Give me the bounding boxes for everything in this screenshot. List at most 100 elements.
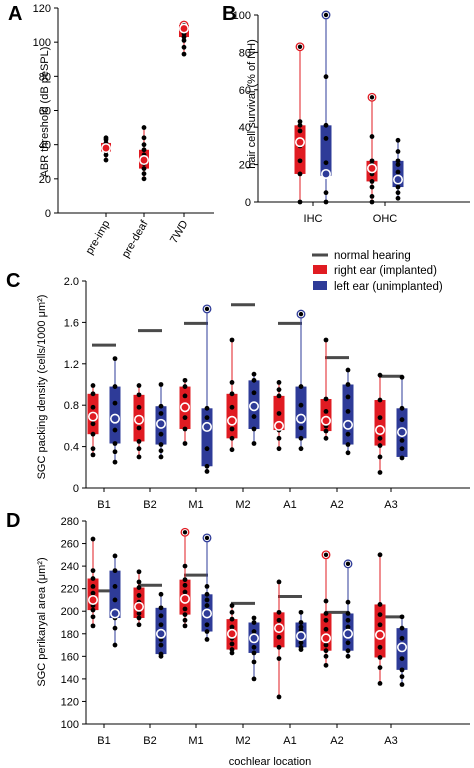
box-left-OHC-point	[395, 190, 401, 196]
box-right-M1-point	[182, 612, 188, 618]
box-left-A2-point	[345, 648, 351, 654]
box-left-B2-point	[158, 431, 164, 437]
box-right-pre-imp-point	[103, 135, 109, 141]
box-right-IHC-point	[297, 119, 303, 124]
box-left-B2-median	[156, 628, 167, 639]
box-left-B1-point	[112, 459, 118, 465]
panel-c-ytick-label: 2.0	[64, 276, 79, 288]
box-right-pre-deaf-point	[141, 135, 147, 141]
box-right-A1-point	[276, 446, 282, 452]
box-left-A1-point	[298, 402, 304, 408]
box-left-A2-point	[345, 640, 351, 646]
box-right-IHC	[294, 125, 306, 174]
box-left-M1-point	[204, 405, 210, 411]
box-right-pre-deaf-point	[141, 166, 147, 171]
box-left-A2-point	[345, 624, 351, 630]
box-left-M2-median	[249, 401, 260, 412]
box-right-7WD-point	[181, 38, 187, 43]
box-right-A2-point	[323, 598, 329, 604]
box-right-A1-point	[276, 411, 282, 416]
box-left-A1-point	[298, 624, 304, 630]
panel-a-chart: 0 20 40 60 80 100 120 pre-imp pre-deaf 7WD	[33, 3, 214, 260]
box-right-OHC-point	[369, 158, 375, 164]
panel-b-xtick-label: IHC	[304, 213, 323, 225]
box-right-A1-point	[276, 393, 282, 399]
box-right-B1-median	[88, 594, 99, 605]
box-right-M2-point	[229, 404, 235, 410]
panel-b-ytick-label: 60	[239, 85, 251, 97]
box-left-M1-outlier-dot	[204, 306, 210, 312]
box-right-M1-point	[182, 563, 188, 569]
box-right-A3-point	[377, 622, 383, 628]
box-left-A1-median	[295, 413, 306, 424]
box-left-A3-point	[399, 667, 405, 673]
box-left-M2-point	[251, 650, 257, 656]
panel-a-ytick-label: 120	[33, 3, 51, 15]
box-left-M1-point	[204, 597, 210, 603]
box-left-M2-median	[249, 633, 260, 644]
box-right-A1-median	[273, 420, 284, 431]
box-left-A3-point	[399, 455, 405, 461]
box-left-M1-median	[202, 421, 213, 432]
legend-swatch-left-ear	[313, 281, 327, 290]
box-left-A2-point	[345, 599, 351, 605]
box-left-B2-median	[156, 418, 167, 429]
box-left-B2-point	[158, 403, 164, 409]
box-right-M2-point	[229, 447, 235, 453]
box-left-A2-median	[342, 419, 353, 430]
box-right-pre-deaf-point	[141, 147, 147, 153]
box-right-A3-point	[377, 470, 383, 475]
box-left-B1-point	[112, 597, 118, 603]
panel-c-xtick-label: A2	[330, 499, 343, 511]
box-left-B1-point	[112, 553, 118, 559]
box-right-M1-outlier-dot	[182, 530, 188, 535]
box-left-B2-point	[158, 622, 164, 628]
box-left-A3-point	[399, 417, 405, 423]
box-left-IHC	[320, 125, 332, 176]
box-right-A2-point	[323, 653, 329, 659]
box-right-pre-deaf-point	[141, 176, 147, 182]
box-left-OHC-point	[395, 158, 401, 164]
panel-a-ytick-label: 60	[39, 106, 51, 118]
panel-c-letter: C	[6, 270, 20, 292]
panel-c-xtick-label: B2	[143, 499, 156, 511]
box-right-B2-point	[136, 622, 142, 628]
box-right-A2-point	[323, 611, 329, 616]
box-right-A3-point	[377, 681, 383, 686]
box-left-B1-point	[112, 642, 118, 648]
panel-a-ytick-label: 80	[39, 71, 51, 83]
box-left-A3-point	[399, 446, 405, 452]
box-left-M1-point	[204, 446, 210, 452]
box-left-M1-point	[204, 603, 210, 608]
box-right-B1-point	[90, 383, 96, 388]
panel-d-ytick-label: 260	[61, 539, 79, 551]
box-left-M2-point	[251, 371, 257, 377]
box-left-M2-point	[251, 426, 257, 432]
box-right-B1-point	[90, 607, 96, 613]
box-right-B1-median	[88, 411, 99, 422]
box-left-A3-point	[399, 405, 405, 411]
box-left-A2-point	[345, 394, 351, 400]
box-left-B1-point	[112, 384, 118, 389]
box-right-B1-point	[90, 421, 96, 427]
panel-c-ytick-label: 0.8	[64, 400, 79, 412]
box-left-A2-point	[345, 450, 351, 456]
panel-b-ytick-label: 0	[245, 197, 251, 209]
panel-c-xtick-label: A1	[283, 499, 296, 511]
box-right-B2-point	[136, 404, 142, 410]
box-left-A3-median	[396, 642, 407, 653]
panel-a-ytick-label: 100	[33, 37, 51, 49]
panel-c-ytick-label: 1.2	[64, 359, 79, 371]
box-left-IHC-point	[323, 122, 329, 128]
box-left-A2-median	[342, 628, 353, 639]
box-left-A1-point	[298, 446, 304, 452]
box-left-M2-point	[251, 659, 257, 665]
box-right-OHC-point	[369, 134, 375, 139]
box-left-IHC-median	[320, 168, 331, 179]
box-right-A1-point	[276, 380, 282, 385]
box-right-OHC-point	[369, 199, 375, 205]
box-right-A1-point	[276, 609, 282, 615]
box-right-A3-median	[374, 425, 385, 436]
box-right-B1-point	[90, 391, 96, 397]
